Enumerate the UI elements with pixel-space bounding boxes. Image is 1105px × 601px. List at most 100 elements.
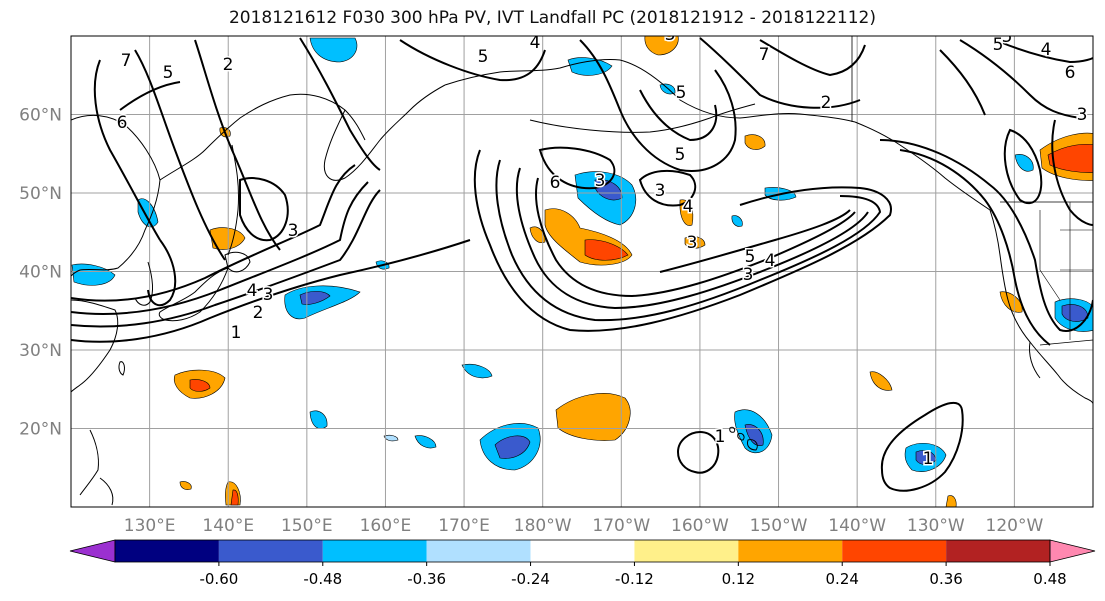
pv-negative-blob [309,37,358,63]
contour-label: 3 [655,181,666,201]
colorbar-tick-label: -0.12 [615,570,654,588]
longitude-label: 140°E [202,516,254,536]
contour-line [473,149,892,332]
colorbar-tick-label: 0.48 [1033,570,1066,588]
contour-line [93,59,161,241]
contour-line [939,49,986,116]
contour-line [399,39,546,82]
latitude-label: 30°N [19,341,62,361]
colorbar-extend-low [69,539,116,563]
coastline-hokkaido [224,251,251,273]
contour-label: 5 [745,247,756,267]
contour-label: 3 [687,233,698,253]
longitude-label: 130°E [124,516,176,536]
contour-label: 6 [550,173,561,193]
coastlines [71,36,1093,506]
contour-label: 4 [683,197,694,217]
contour-line [880,401,964,492]
contour-label: 1 [231,323,242,343]
pv-negative-blob [1014,154,1034,172]
coastline-baja [1029,341,1041,379]
coastline-asia [159,93,366,181]
contour-label: 5 [676,83,687,103]
pv-positive-blob [999,291,1023,313]
contour-line [515,167,869,310]
pv-positive-blob [644,36,679,56]
colorbar-segment [530,540,635,562]
contour-label: 4 [1041,40,1052,60]
contour-line [538,146,616,190]
pv-negative-blob [309,410,328,429]
pv-positive-blob [1047,144,1093,173]
longitude-label: 140°W [828,516,886,536]
contour-label: 2 [253,303,264,323]
contour-label: 6 [117,113,128,133]
pv-positive-blob [584,239,629,261]
pv-positive-blob [179,481,192,490]
pv-positive-blob [529,226,546,243]
pv-positive-blob [744,134,766,150]
colorbar-segment [738,540,843,562]
colorbar-tick-label: 0.24 [826,570,859,588]
contour-line [299,37,381,171]
contour-label: 5 [675,145,686,165]
contour-line [879,139,1093,332]
pv-negative-blob [731,215,743,227]
contour-line [71,239,471,343]
contour-label: 2 [821,93,832,113]
coastline-alaska [444,59,856,123]
pv-negative-blob [414,435,437,449]
pv-negative-blob [567,57,613,76]
contour-line [535,177,856,298]
colorbar-segment [946,540,1050,562]
contour-line [71,164,356,302]
contour-label: 3 [595,171,606,191]
ivt-contours [71,37,1093,492]
contour-line [676,430,720,474]
contour-line [495,159,882,322]
coastline-china [71,299,119,393]
latitude-label: 40°N [19,263,62,283]
colorbar-segment [842,540,947,562]
contour-line [699,37,861,109]
pv-negative-blob [1061,304,1089,322]
pv-negative-blob [461,363,493,379]
longitude-label: 150°E [281,516,333,536]
pv-positive-blob [869,371,893,391]
colorbar-outline [114,539,1051,563]
colorbar-extend-high [1049,539,1096,563]
contour-line [999,41,1093,64]
map-title: 2018121612 F030 300 hPa PV, IVT Landfall… [228,8,876,28]
pv-negative-blob [744,424,764,446]
latitude-label: 50°N [19,184,62,204]
pv-positive-blob [189,379,211,392]
contour-line [134,49,226,261]
contour-label: 6 [1065,63,1076,83]
latitude-labels: 60°N 50°N 40°N 30°N 20°N [19,106,62,440]
latitude-label: 60°N [19,106,62,126]
colorbar-tick-label: 0.36 [929,570,962,588]
longitude-label: 130°W [907,516,965,536]
contour-line [959,39,1081,119]
colorbar-tick-label: -0.24 [511,570,550,588]
pv-positive-blob [945,495,957,507]
pv-negative-blob [137,198,159,228]
contour-line [659,209,851,273]
colorbar-segment [322,540,427,562]
contour-label: 4 [765,251,776,271]
contour-label: 1 [923,449,934,469]
coastline-asia [71,114,161,277]
contour-line [71,181,369,315]
contour-line [639,89,718,142]
contour-label: 4 [247,281,258,301]
contour-label: 3 [665,25,676,45]
longitude-label: 160°W [671,516,729,536]
colorbar-segment [115,540,219,562]
contour-label: 3 [1077,105,1088,125]
contour-line [579,39,737,172]
border-states [1039,202,1093,340]
pv-negative-blob [494,435,531,459]
contour-label: 7 [759,45,770,65]
longitude-label: 120°W [986,516,1044,536]
